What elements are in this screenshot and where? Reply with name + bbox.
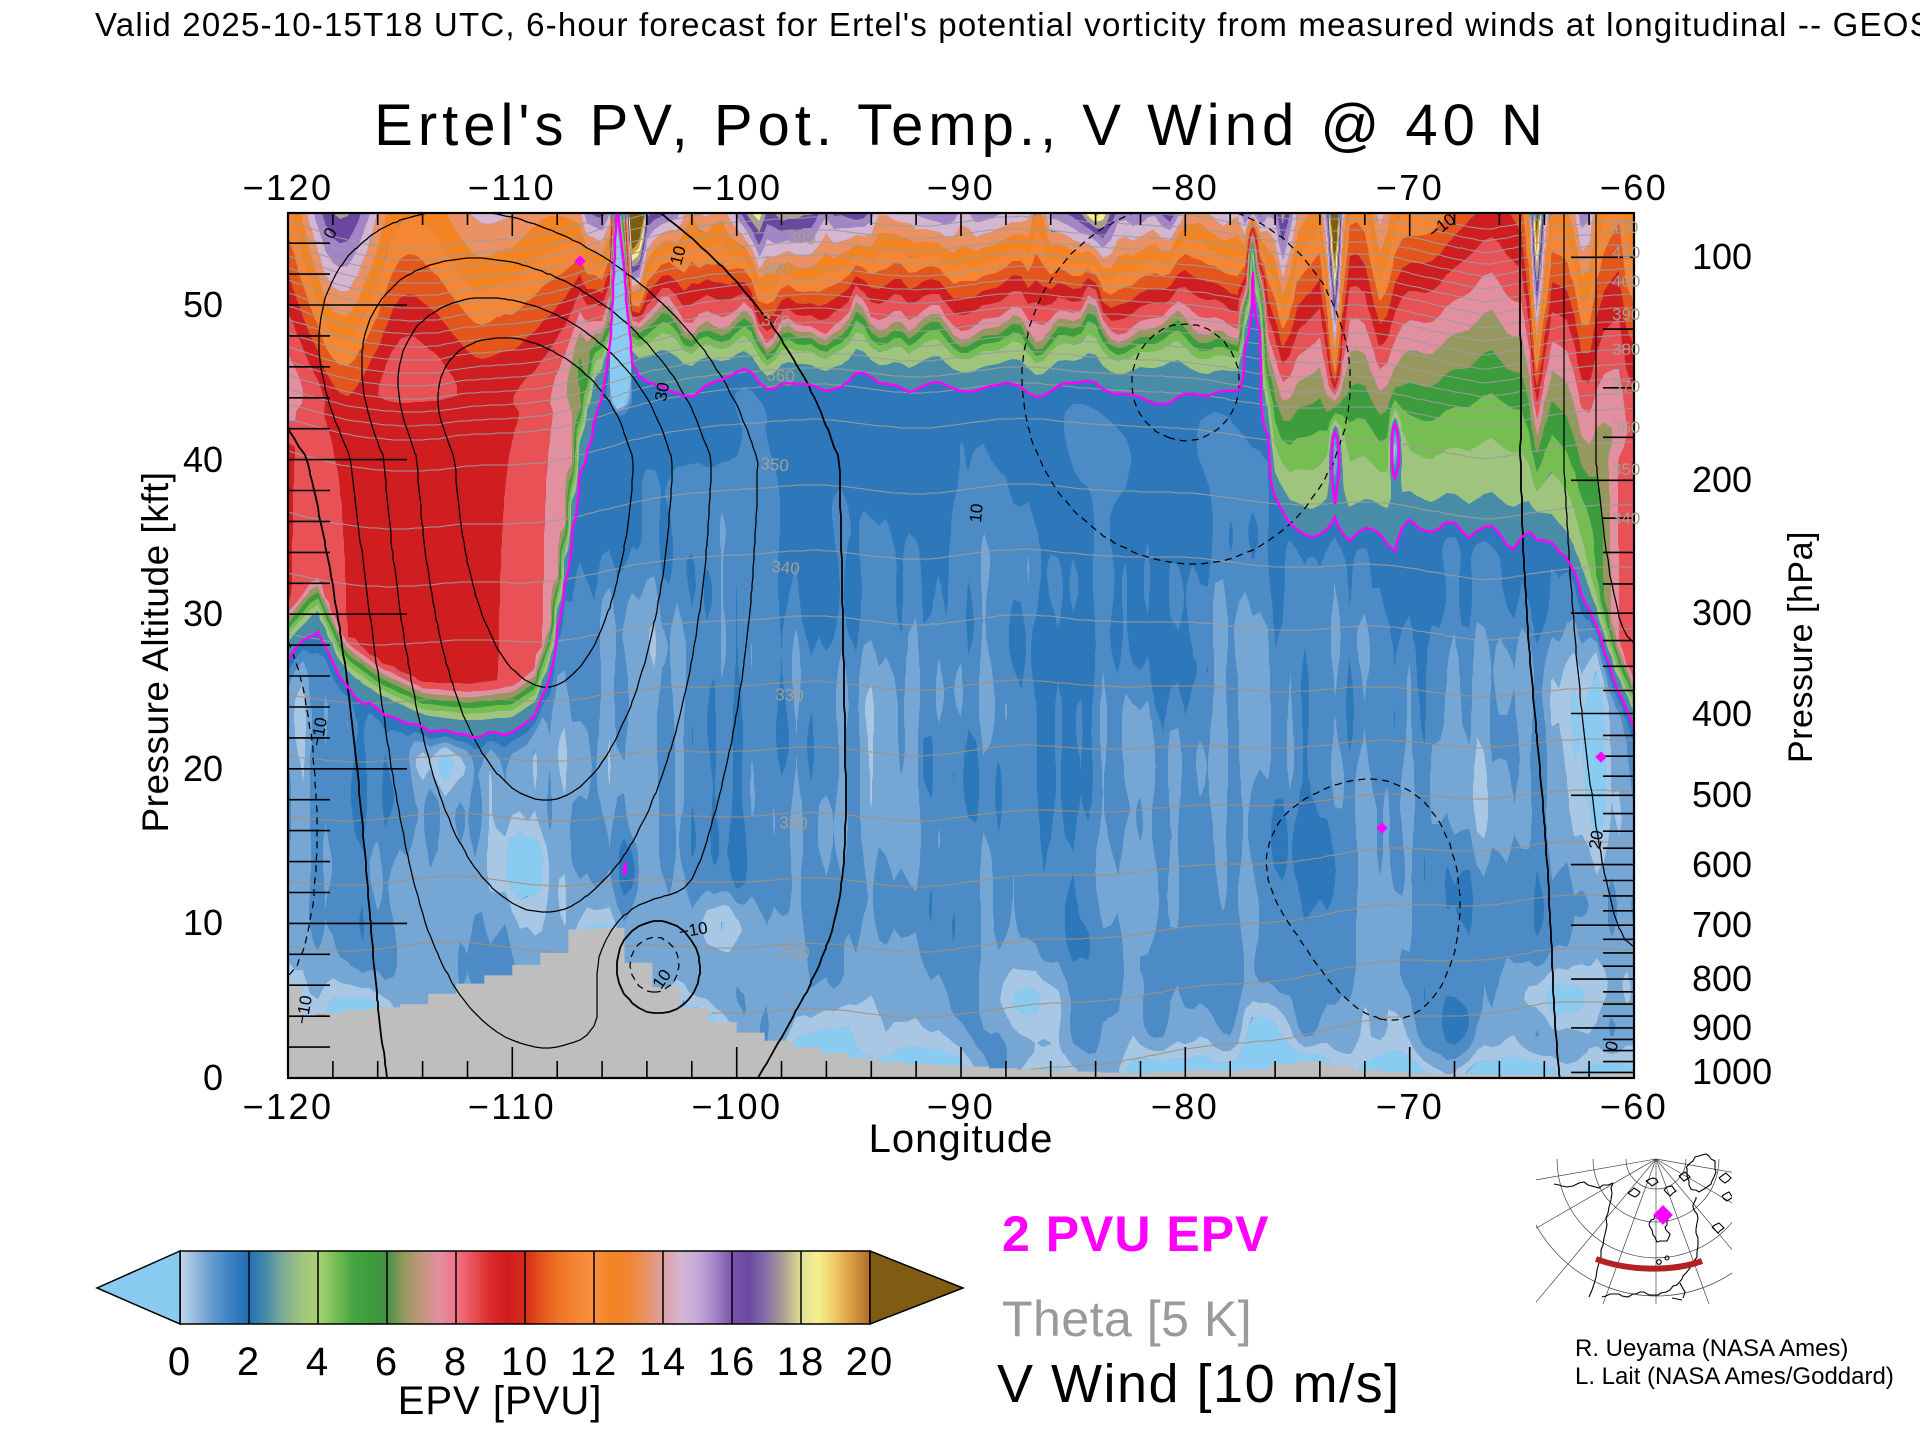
svg-text:−10: −10 bbox=[292, 994, 316, 1026]
svg-text:−110: −110 bbox=[468, 167, 556, 208]
svg-text:−10: −10 bbox=[677, 918, 709, 942]
svg-text:340: 340 bbox=[1612, 509, 1640, 528]
svg-text:−90: −90 bbox=[927, 167, 996, 208]
svg-text:EPV [PVU]: EPV [PVU] bbox=[398, 1379, 603, 1423]
svg-text:700: 700 bbox=[1692, 904, 1752, 945]
svg-text:20: 20 bbox=[1585, 829, 1607, 851]
svg-text:380: 380 bbox=[1612, 340, 1640, 359]
svg-text:−90: −90 bbox=[927, 1086, 996, 1127]
svg-text:1000: 1000 bbox=[1692, 1051, 1772, 1092]
svg-text:V Wind [10 m/s]: V Wind [10 m/s] bbox=[997, 1354, 1401, 1414]
svg-text:40: 40 bbox=[183, 439, 223, 480]
svg-text:330: 330 bbox=[775, 685, 804, 705]
svg-text:6: 6 bbox=[375, 1340, 399, 1384]
svg-text:390: 390 bbox=[787, 227, 817, 248]
svg-text:300: 300 bbox=[1692, 592, 1752, 633]
svg-text:2: 2 bbox=[237, 1340, 261, 1384]
svg-text:0: 0 bbox=[320, 225, 341, 242]
svg-text:12: 12 bbox=[570, 1340, 619, 1384]
svg-text:370: 370 bbox=[761, 310, 791, 331]
svg-text:14: 14 bbox=[639, 1340, 688, 1384]
svg-text:10: 10 bbox=[667, 244, 690, 267]
svg-text:410: 410 bbox=[1612, 243, 1640, 262]
svg-text:−70: −70 bbox=[1376, 1086, 1445, 1127]
svg-text:30: 30 bbox=[651, 381, 673, 403]
svg-text:0: 0 bbox=[203, 1057, 223, 1098]
svg-text:16: 16 bbox=[708, 1340, 757, 1384]
svg-text:Theta [5 K]: Theta [5 K] bbox=[1002, 1291, 1252, 1347]
svg-text:−70: −70 bbox=[1376, 167, 1445, 208]
svg-text:−100: −100 bbox=[691, 167, 782, 208]
svg-text:370: 370 bbox=[1612, 377, 1640, 396]
svg-text:600: 600 bbox=[1692, 844, 1752, 885]
svg-text:10: 10 bbox=[649, 966, 675, 992]
svg-text:Pressure Altitude [kft]: Pressure Altitude [kft] bbox=[135, 471, 176, 832]
svg-text:10: 10 bbox=[501, 1340, 550, 1384]
svg-text:400: 400 bbox=[1612, 272, 1640, 291]
svg-text:18: 18 bbox=[777, 1340, 826, 1384]
svg-text:800: 800 bbox=[1692, 958, 1752, 999]
svg-text:−110: −110 bbox=[468, 1086, 556, 1127]
svg-text:340: 340 bbox=[771, 557, 801, 578]
svg-text:100: 100 bbox=[1692, 236, 1752, 277]
svg-text:30: 30 bbox=[183, 593, 223, 634]
svg-text:Ertel's PV, Pot. Temp., V Wind: Ertel's PV, Pot. Temp., V Wind @ 40 N bbox=[374, 93, 1548, 158]
svg-text:−80: −80 bbox=[1151, 167, 1220, 208]
svg-text:−60: −60 bbox=[1600, 1086, 1669, 1127]
svg-text:20: 20 bbox=[846, 1340, 895, 1384]
svg-text:420: 420 bbox=[1610, 218, 1638, 237]
svg-text:350: 350 bbox=[760, 454, 790, 475]
svg-text:R. Ueyama (NASA Ames): R. Ueyama (NASA Ames) bbox=[1575, 1335, 1848, 1362]
svg-text:900: 900 bbox=[1692, 1007, 1752, 1048]
svg-text:−80: −80 bbox=[1151, 1086, 1220, 1127]
svg-text:360: 360 bbox=[1612, 418, 1640, 437]
svg-text:390: 390 bbox=[1612, 305, 1640, 324]
svg-text:20: 20 bbox=[183, 748, 223, 789]
svg-text:360: 360 bbox=[766, 365, 796, 386]
svg-text:500: 500 bbox=[1692, 774, 1752, 815]
svg-text:8: 8 bbox=[444, 1340, 468, 1384]
svg-text:−120: −120 bbox=[242, 167, 333, 208]
svg-text:0: 0 bbox=[168, 1340, 192, 1384]
svg-text:−10: −10 bbox=[307, 716, 331, 748]
svg-text:10: 10 bbox=[183, 902, 223, 943]
svg-text:2 PVU EPV: 2 PVU EPV bbox=[1002, 1206, 1269, 1262]
svg-text:200: 200 bbox=[1692, 459, 1752, 500]
svg-text:380: 380 bbox=[761, 258, 791, 279]
svg-text:4: 4 bbox=[306, 1340, 330, 1384]
svg-text:310: 310 bbox=[781, 942, 810, 962]
svg-text:320: 320 bbox=[779, 813, 808, 833]
svg-text:−60: −60 bbox=[1600, 167, 1669, 208]
svg-text:350: 350 bbox=[1612, 460, 1640, 479]
svg-text:L. Lait (NASA Ames/Goddard): L. Lait (NASA Ames/Goddard) bbox=[1575, 1363, 1894, 1390]
svg-text:−120: −120 bbox=[242, 1086, 333, 1127]
svg-text:10: 10 bbox=[966, 503, 987, 524]
svg-text:50: 50 bbox=[183, 284, 223, 325]
svg-text:−100: −100 bbox=[691, 1086, 782, 1127]
svg-text:400: 400 bbox=[1692, 693, 1752, 734]
svg-text:Pressure [hPa]: Pressure [hPa] bbox=[1782, 531, 1820, 763]
svg-text:Longitude: Longitude bbox=[869, 1117, 1054, 1161]
svg-text:Valid 2025-10-15T18 UTC, 6-hou: Valid 2025-10-15T18 UTC, 6-hour forecast… bbox=[95, 6, 1920, 43]
